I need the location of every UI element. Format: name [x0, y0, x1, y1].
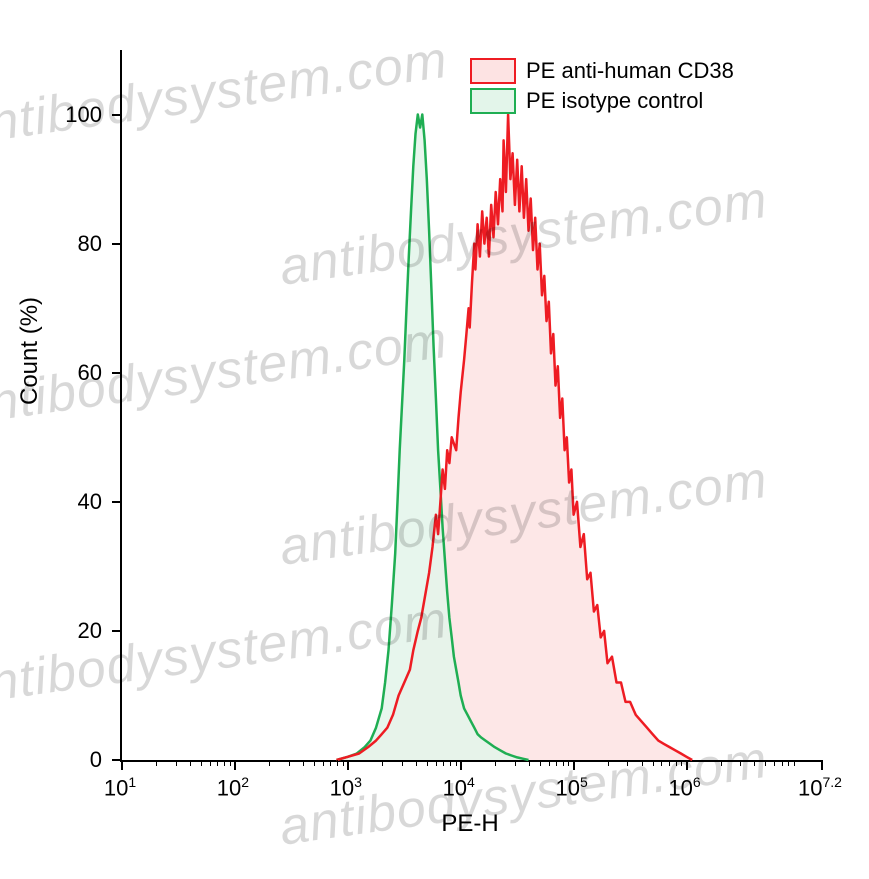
x-tick-minor: [330, 760, 331, 766]
x-tick-minor: [627, 760, 628, 766]
x-tick-minor: [427, 760, 428, 766]
x-tick-minor: [443, 760, 444, 766]
x-tick-minor: [190, 760, 191, 766]
x-tick-minor: [661, 760, 662, 766]
x-tick: [234, 760, 236, 770]
x-tick: [686, 760, 688, 770]
plot-area: [120, 50, 822, 762]
x-tick-minor: [210, 760, 211, 766]
y-tick-label: 0: [0, 747, 102, 773]
y-tick: [112, 114, 122, 116]
x-tick-minor: [774, 760, 775, 766]
legend-item: PE anti-human CD38: [470, 58, 800, 84]
y-axis-label: Count (%): [16, 297, 44, 405]
x-tick-minor: [529, 760, 530, 766]
x-tick-minor: [681, 760, 682, 766]
x-tick-minor: [230, 760, 231, 766]
x-tick-label: 107.2: [798, 774, 842, 801]
x-tick-minor: [556, 760, 557, 766]
y-tick: [112, 501, 122, 503]
y-tick-label: 80: [0, 231, 102, 257]
x-tick-minor: [540, 760, 541, 766]
x-tick-minor: [323, 760, 324, 766]
x-tick-minor: [303, 760, 304, 766]
x-tick-minor: [343, 760, 344, 766]
x-tick: [121, 760, 123, 770]
x-tick: [821, 760, 823, 770]
x-tick-minor: [740, 760, 741, 766]
x-tick-minor: [402, 760, 403, 766]
x-tick: [460, 760, 462, 770]
x-tick-minor: [754, 760, 755, 766]
x-tick-minor: [642, 760, 643, 766]
x-tick-minor: [289, 760, 290, 766]
x-tick-label: 104: [443, 774, 475, 801]
histogram-curves: [122, 50, 822, 760]
legend-item: PE isotype control: [470, 88, 800, 114]
x-tick-minor: [765, 760, 766, 766]
x-tick-minor: [549, 760, 550, 766]
y-tick: [112, 243, 122, 245]
x-tick-minor: [782, 760, 783, 766]
legend-swatch-green: [470, 88, 516, 114]
x-tick-minor: [224, 760, 225, 766]
x-tick-minor: [788, 760, 789, 766]
x-tick-minor: [176, 760, 177, 766]
y-tick-label: 20: [0, 618, 102, 644]
x-tick-minor: [314, 760, 315, 766]
x-tick-minor: [563, 760, 564, 766]
y-tick-label: 60: [0, 360, 102, 386]
x-tick-minor: [568, 760, 569, 766]
x-tick-minor: [669, 760, 670, 766]
x-tick-minor: [794, 760, 795, 766]
x-tick-minor: [676, 760, 677, 766]
x-tick-label: 105: [555, 774, 587, 801]
legend-swatch-red: [470, 58, 516, 84]
x-tick-minor: [436, 760, 437, 766]
x-tick-label: 103: [330, 774, 362, 801]
x-tick-minor: [608, 760, 609, 766]
legend-label: PE isotype control: [526, 88, 703, 114]
x-tick-minor: [653, 760, 654, 766]
x-tick-label: 102: [217, 774, 249, 801]
x-tick-label: 106: [668, 774, 700, 801]
flow-cytometry-histogram: Count (%) PE-H 0 20 40 60 80 100 101 102 103 104…: [0, 0, 869, 879]
x-tick-minor: [156, 760, 157, 766]
x-tick: [573, 760, 575, 770]
y-tick-label: 40: [0, 489, 102, 515]
x-tick-minor: [382, 760, 383, 766]
x-tick-minor: [495, 760, 496, 766]
x-tick-minor: [450, 760, 451, 766]
legend-label: PE anti-human CD38: [526, 58, 734, 84]
x-tick-label: 101: [104, 774, 136, 801]
x-tick-minor: [515, 760, 516, 766]
x-tick-minor: [217, 760, 218, 766]
x-tick-minor: [721, 760, 722, 766]
y-tick-label: 100: [0, 102, 102, 128]
x-tick-minor: [269, 760, 270, 766]
x-tick-minor: [201, 760, 202, 766]
x-tick: [347, 760, 349, 770]
x-axis-label: PE-H: [441, 810, 498, 838]
x-tick-minor: [416, 760, 417, 766]
y-tick: [112, 630, 122, 632]
y-tick: [112, 372, 122, 374]
legend: PE anti-human CD38 PE isotype control: [470, 58, 800, 118]
x-tick-minor: [337, 760, 338, 766]
x-tick-minor: [456, 760, 457, 766]
